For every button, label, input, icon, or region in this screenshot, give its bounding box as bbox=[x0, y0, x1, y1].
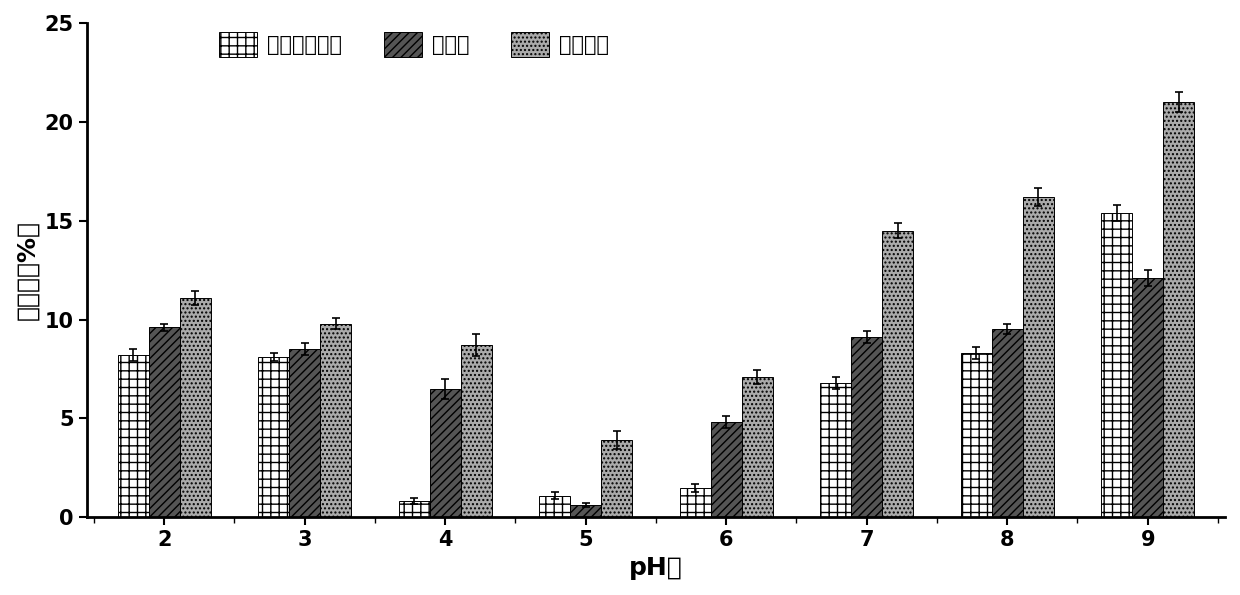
Bar bbox=[1023, 197, 1054, 517]
Bar bbox=[570, 505, 601, 517]
Bar bbox=[289, 349, 320, 517]
Bar bbox=[258, 357, 289, 517]
Bar bbox=[118, 355, 149, 517]
Bar bbox=[1163, 102, 1194, 517]
Bar bbox=[711, 422, 742, 517]
X-axis label: pH值: pH值 bbox=[629, 556, 683, 580]
Bar bbox=[180, 298, 211, 517]
Bar bbox=[430, 389, 460, 517]
Bar bbox=[742, 377, 773, 517]
Bar bbox=[460, 345, 491, 517]
Bar bbox=[680, 487, 711, 517]
Bar bbox=[821, 383, 851, 517]
Bar bbox=[320, 324, 351, 517]
Bar bbox=[1132, 278, 1163, 517]
Bar bbox=[539, 496, 570, 517]
Bar bbox=[961, 353, 992, 517]
Bar bbox=[399, 502, 430, 517]
Bar bbox=[1101, 213, 1132, 517]
Y-axis label: 乳化性（%）: 乳化性（%） bbox=[15, 220, 38, 320]
Bar bbox=[882, 231, 913, 517]
Bar bbox=[851, 337, 882, 517]
Legend: 大豆分离蛋白, 冻干粉, 卵黄蛋白: 大豆分离蛋白, 冻干粉, 卵黄蛋白 bbox=[211, 24, 618, 65]
Bar bbox=[992, 330, 1023, 517]
Bar bbox=[601, 440, 632, 517]
Bar bbox=[149, 327, 180, 517]
